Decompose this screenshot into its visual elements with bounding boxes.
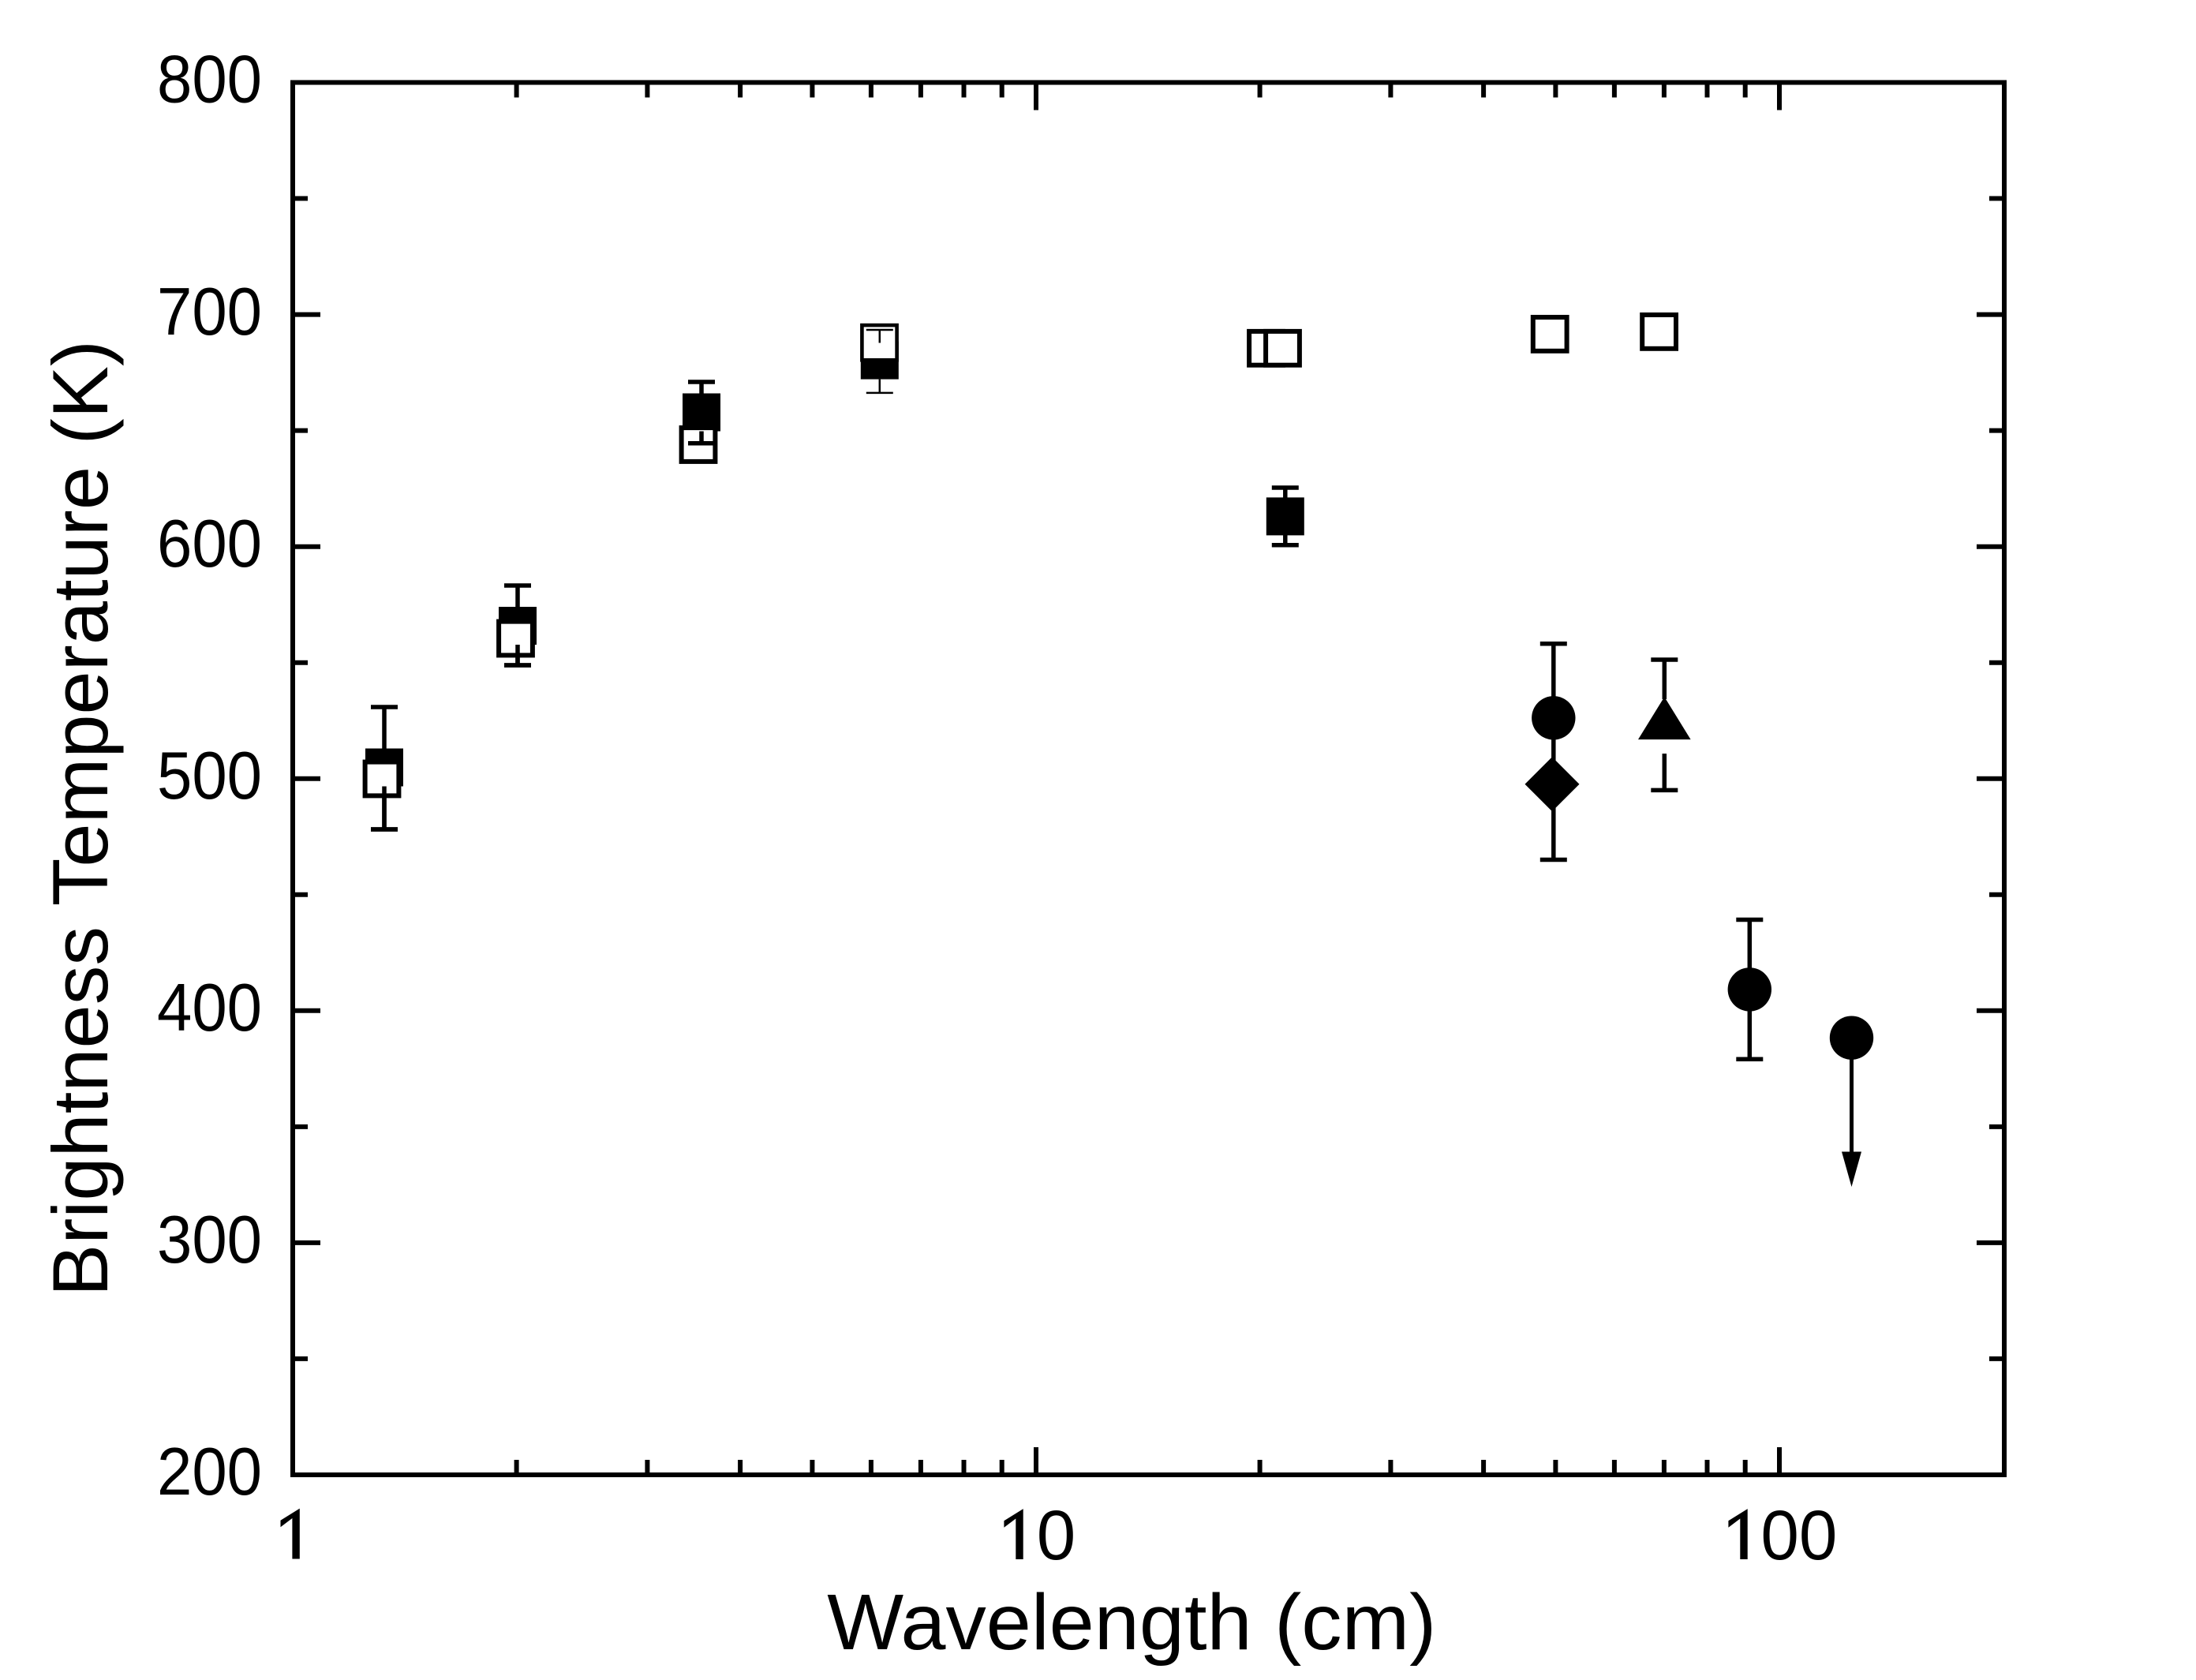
svg-text:600: 600	[157, 507, 262, 582]
svg-text:300: 300	[157, 1203, 262, 1278]
svg-text:00: 00	[1760, 1495, 1837, 1574]
svg-text:800: 800	[157, 43, 262, 118]
svg-text:400: 400	[157, 971, 262, 1046]
svg-text:200: 200	[157, 1435, 262, 1510]
svg-text:700: 700	[157, 275, 262, 350]
svg-text:0: 0	[1037, 1495, 1076, 1574]
svg-text:Wavelength (cm): Wavelength (cm)	[827, 1578, 1436, 1667]
svg-text:Brightness Temperature (K): Brightness Temperature (K)	[36, 340, 124, 1296]
svg-text:500: 500	[157, 739, 262, 814]
